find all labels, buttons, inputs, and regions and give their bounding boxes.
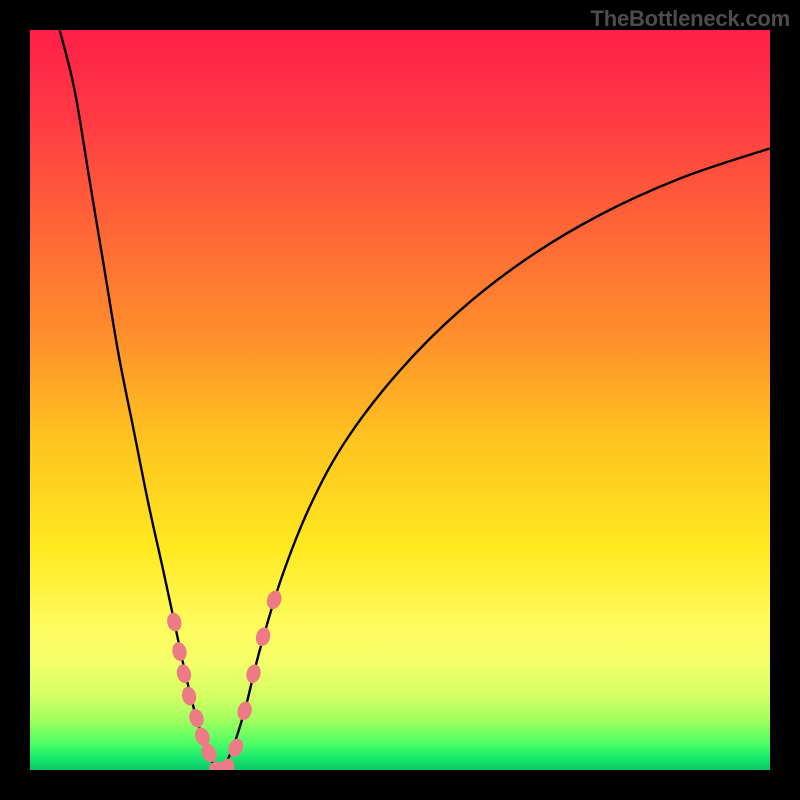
curve-layer — [30, 30, 770, 770]
plot-area — [30, 30, 770, 770]
curve-marker — [176, 664, 193, 684]
curve-marker — [245, 663, 262, 684]
v-curve-path — [60, 30, 770, 770]
curve-marker — [181, 686, 198, 706]
marker-group — [166, 589, 283, 770]
watermark-text: TheBottleneck.com — [590, 6, 790, 32]
curve-marker — [188, 708, 205, 729]
curve-marker — [171, 641, 187, 661]
curve-marker — [236, 700, 253, 721]
curve-marker — [254, 626, 271, 647]
curve-marker — [166, 612, 182, 632]
curve-marker — [265, 589, 283, 610]
chart-root: TheBottleneck.com — [0, 0, 800, 800]
